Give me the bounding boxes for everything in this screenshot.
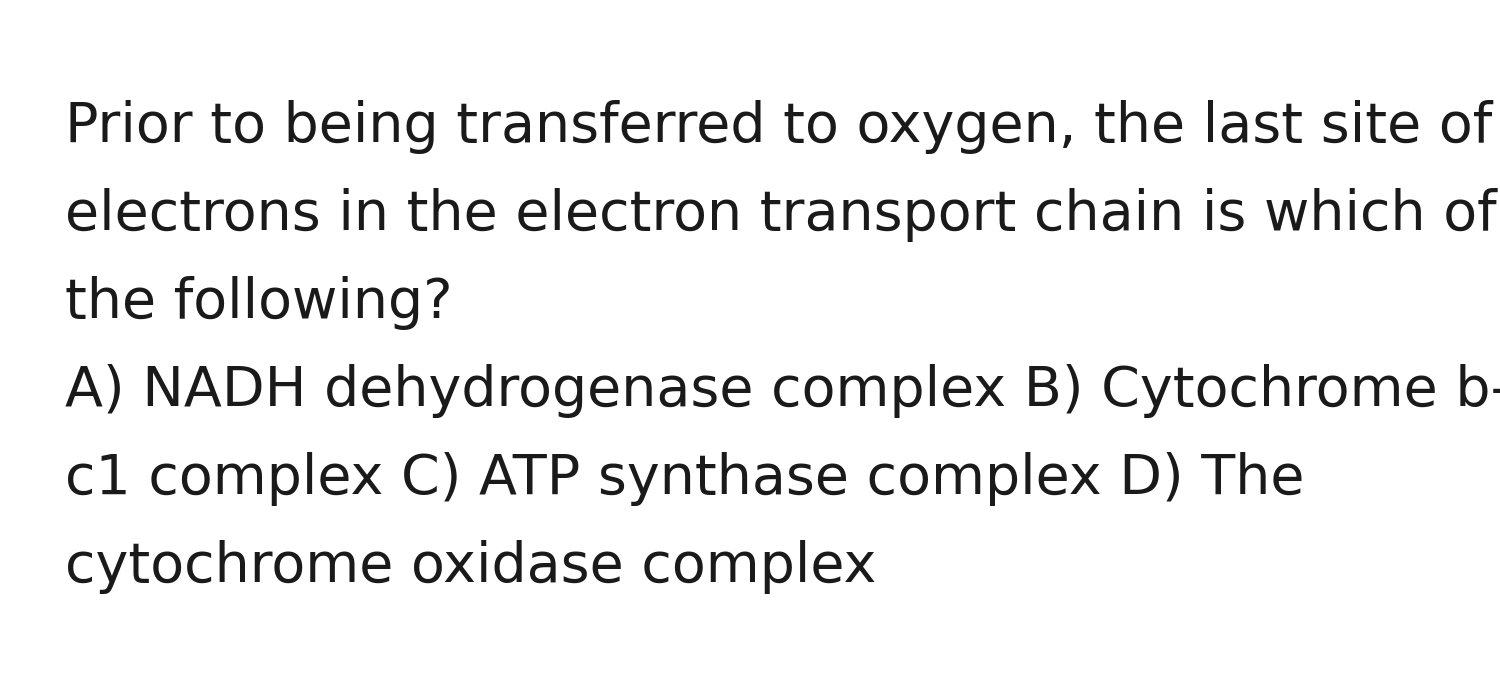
Text: cytochrome oxidase complex: cytochrome oxidase complex [64, 540, 876, 594]
Text: A) NADH dehydrogenase complex B) Cytochrome b-: A) NADH dehydrogenase complex B) Cytochr… [64, 364, 1500, 418]
Text: electrons in the electron transport chain is which of: electrons in the electron transport chai… [64, 188, 1497, 242]
Text: c1 complex C) ATP synthase complex D) The: c1 complex C) ATP synthase complex D) Th… [64, 452, 1305, 506]
Text: the following?: the following? [64, 276, 453, 330]
Text: Prior to being transferred to oxygen, the last site of: Prior to being transferred to oxygen, th… [64, 100, 1492, 154]
